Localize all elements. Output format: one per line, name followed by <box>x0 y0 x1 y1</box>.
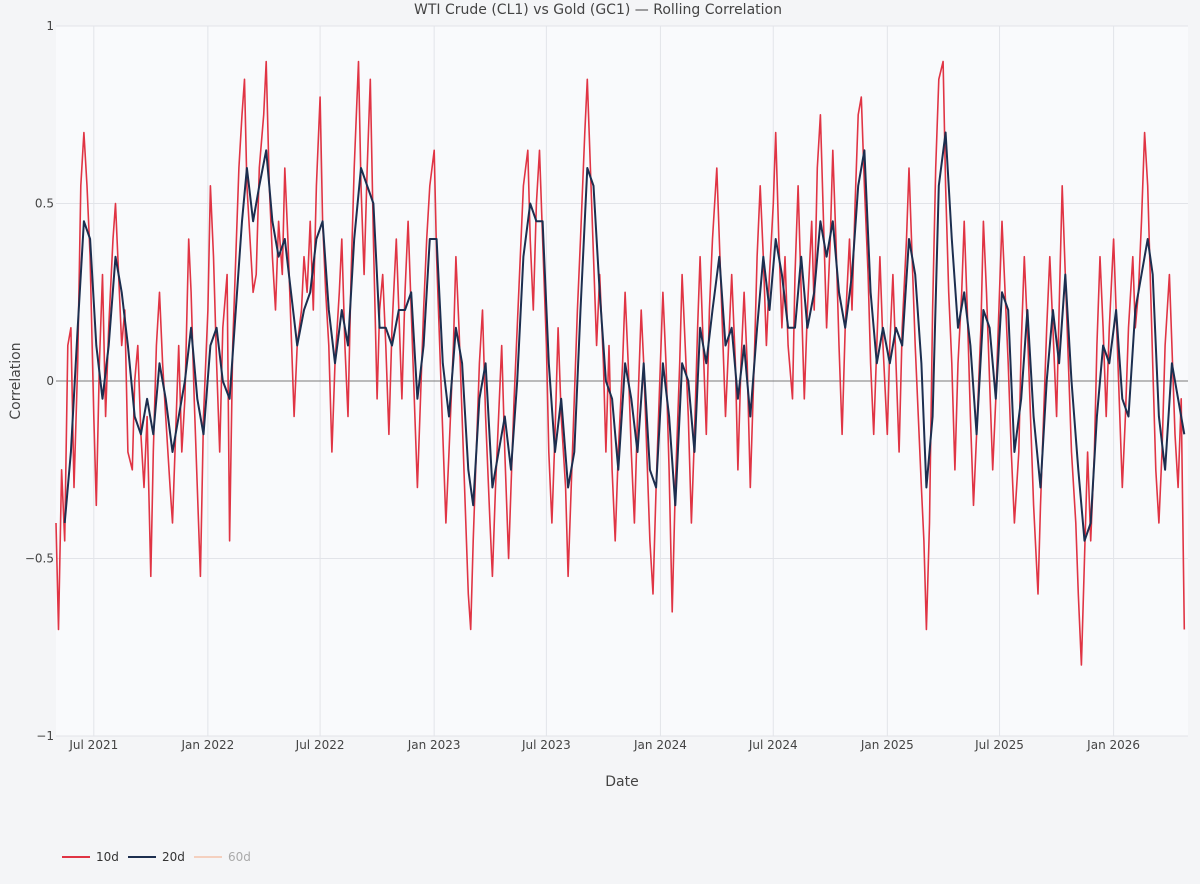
y-tick-label: 0 <box>46 374 54 388</box>
x-tick-label: Jul 2023 <box>521 738 571 752</box>
legend-item-10d[interactable]: 10d <box>62 850 119 864</box>
chart-title: WTI Crude (CL1) vs Gold (GC1) — Rolling … <box>414 2 782 18</box>
x-tick-label: Jul 2022 <box>295 738 345 752</box>
series-lines <box>55 60 1186 666</box>
x-tick-label: Jan 2026 <box>1086 738 1140 752</box>
x-axis-title: Date <box>605 774 638 790</box>
x-tick-label: Jan 2025 <box>860 738 914 752</box>
x-tick-label: Jan 2024 <box>633 738 687 752</box>
y-axis-title: Correlation <box>8 342 24 419</box>
y-tick-label: −1 <box>36 729 54 743</box>
y-tick-label: −0.5 <box>25 552 54 566</box>
x-tick-label: Jan 2022 <box>180 738 234 752</box>
x-tick-label: Jul 2024 <box>748 738 798 752</box>
y-axis-ticks: 1 0.5 0 −0.5 −1 <box>25 19 54 743</box>
legend-label: 60d <box>228 850 251 864</box>
legend-item-60d[interactable]: 60d <box>194 850 251 864</box>
y-tick-label: 0.5 <box>35 197 54 211</box>
y-tick-label: 1 <box>46 19 54 33</box>
x-tick-label: Jan 2023 <box>407 738 461 752</box>
x-tick-label: Jul 2021 <box>68 738 118 752</box>
legend-item-20d[interactable]: 20d <box>128 850 185 864</box>
x-axis-ticks: Jul 2021 Jan 2022 Jul 2022 Jan 2023 Jul 2023… <box>68 738 1140 752</box>
series-line-20d[interactable] <box>63 131 1186 542</box>
legend: 10d 20d 60d <box>62 850 251 864</box>
x-tick-label: Jul 2025 <box>974 738 1024 752</box>
legend-label: 10d <box>96 850 119 864</box>
legend-label: 20d <box>162 850 185 864</box>
